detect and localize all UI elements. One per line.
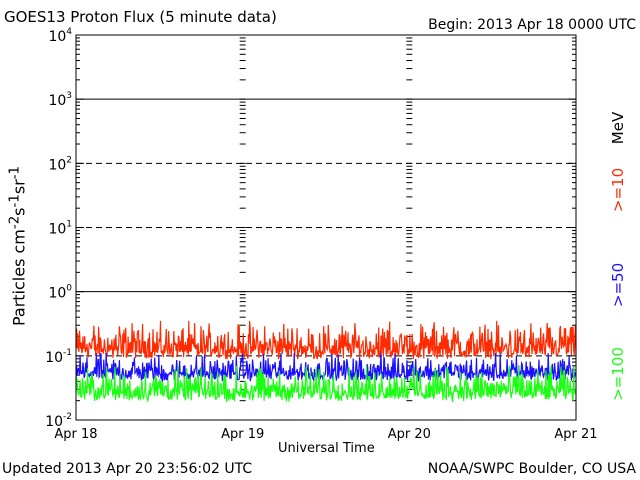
y-tick-label: 10-2 xyxy=(45,412,72,430)
legend-ge100: >=100 xyxy=(609,347,627,401)
legend-ge50: >=50 xyxy=(609,262,627,308)
x-axis-label: Universal Time xyxy=(278,441,375,456)
series-line-1 xyxy=(75,353,577,382)
series-line-0 xyxy=(75,320,577,360)
x-tick-label: Apr 20 xyxy=(387,427,431,442)
plot-frame xyxy=(75,34,577,421)
begin-time: Begin: 2013 Apr 18 0000 UTC xyxy=(428,17,636,33)
chart-title: GOES13 Proton Flux (5 minute data) xyxy=(4,8,277,26)
y-tick-label: 102 xyxy=(48,155,72,173)
series-line-2 xyxy=(75,365,577,404)
y-tick-label: 100 xyxy=(48,284,72,302)
x-tick-label: Apr 18 xyxy=(54,427,98,442)
updated-time: Updated 2013 Apr 20 23:56:02 UTC xyxy=(2,461,253,477)
legend-title: MeV xyxy=(609,111,627,145)
y-tick-label: 103 xyxy=(48,91,72,109)
x-tick-label: Apr 19 xyxy=(221,427,265,442)
x-tick-label: Apr 21 xyxy=(554,427,598,442)
legend-ge10: >=10 xyxy=(609,167,627,213)
y-axis-label: Particles cm-2s-1sr-1 xyxy=(7,165,29,327)
y-tick-label: 10-1 xyxy=(45,348,72,366)
y-tick-label: 101 xyxy=(48,220,72,238)
y-tick-label: 104 xyxy=(48,27,72,45)
credit: NOAA/SWPC Boulder, CO USA xyxy=(427,461,636,477)
